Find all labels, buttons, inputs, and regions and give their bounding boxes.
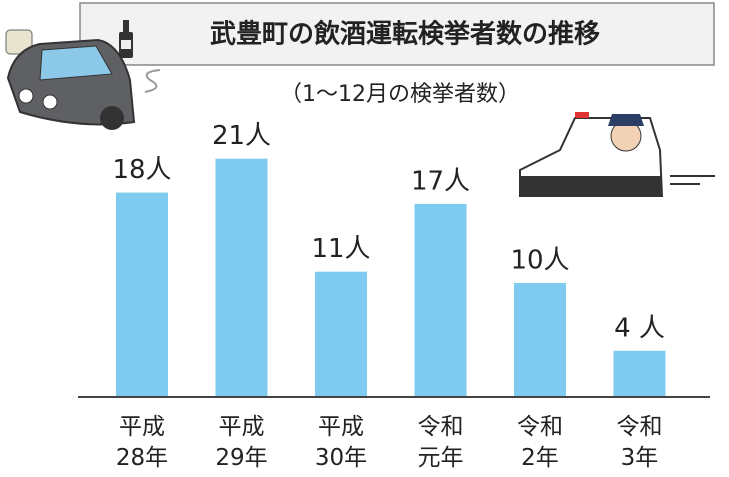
value-label: 21人 bbox=[212, 121, 271, 151]
value-label: 4 人 bbox=[614, 313, 665, 343]
x-tick-label: 令和 3年 bbox=[595, 412, 685, 474]
x-tick-label: 令和 2年 bbox=[495, 412, 585, 474]
chart: 武豊町の飲酒運転検挙者数の推移 （1～12月の検挙者数） 18人 21人 11人 17… bbox=[0, 0, 729, 477]
bar bbox=[614, 351, 666, 396]
chart-title: 武豊町の飲酒運転検挙者数の推移 bbox=[210, 19, 600, 50]
bar bbox=[216, 159, 268, 396]
x-tick-label: 平成 28年 bbox=[97, 412, 187, 474]
bar bbox=[315, 272, 367, 396]
bar bbox=[514, 283, 566, 396]
value-label: 10人 bbox=[510, 246, 569, 276]
chart-subtitle: （1～12月の検挙者数） bbox=[280, 82, 520, 107]
chart-svg: 武豊町の飲酒運転検挙者数の推移 （1～12月の検挙者数） 18人 21人 11人 17… bbox=[0, 0, 729, 477]
bar bbox=[116, 193, 168, 396]
bar bbox=[415, 204, 467, 396]
value-label: 18人 bbox=[112, 155, 171, 185]
x-tick-label: 平成 29年 bbox=[197, 412, 287, 474]
police-car-illustration bbox=[520, 112, 715, 196]
value-label: 11人 bbox=[311, 234, 370, 264]
value-label: 17人 bbox=[411, 166, 470, 196]
x-tick-label: 平成 30年 bbox=[296, 412, 386, 474]
x-tick-label: 令和 元年 bbox=[396, 412, 486, 474]
